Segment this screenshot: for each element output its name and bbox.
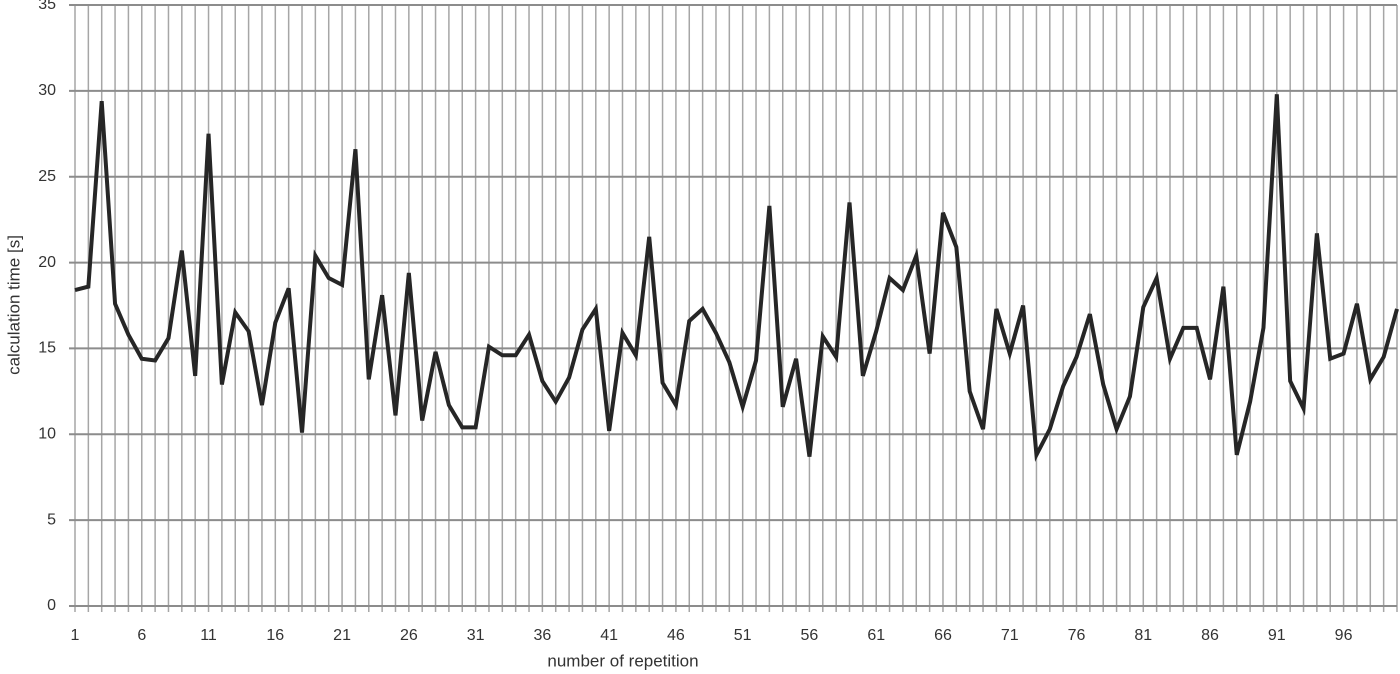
x-tick-label: 6 <box>137 627 146 644</box>
x-tick-label: 71 <box>1001 627 1019 644</box>
x-tick-label: 36 <box>533 627 551 644</box>
y-tick-label: 25 <box>38 168 56 185</box>
y-tick-label: 5 <box>47 511 56 528</box>
x-tick-label: 66 <box>934 627 952 644</box>
x-tick-label: 86 <box>1201 627 1219 644</box>
data-line <box>74 94 1399 462</box>
x-tick-label: 26 <box>400 627 418 644</box>
x-tick-label: 51 <box>734 627 752 644</box>
x-tick-label: 1 <box>71 627 80 644</box>
x-tick-label: 81 <box>1134 627 1152 644</box>
x-tick-label: 96 <box>1335 627 1353 644</box>
y-tick-label: 10 <box>38 426 56 443</box>
x-tick-label: 56 <box>801 627 819 644</box>
x-tick-label: 61 <box>867 627 885 644</box>
x-tick-label: 76 <box>1068 627 1086 644</box>
x-axis-label: number of repetition <box>547 651 698 670</box>
y-axis-label: calculation time [s] <box>4 235 23 375</box>
x-tick-label: 11 <box>200 627 217 644</box>
y-tick-label: 35 <box>38 0 56 13</box>
x-tick-label: 21 <box>333 627 351 644</box>
x-tick-label: 41 <box>600 627 618 644</box>
x-tick-label: 91 <box>1268 627 1286 644</box>
y-tick-label: 30 <box>38 82 56 99</box>
x-tick-label: 31 <box>467 627 485 644</box>
x-tick-label: 16 <box>266 627 284 644</box>
y-tick-label: 0 <box>47 597 56 614</box>
y-tick-label: 15 <box>38 340 56 357</box>
x-tick-label: 46 <box>667 627 685 644</box>
y-tick-label: 20 <box>38 254 56 271</box>
